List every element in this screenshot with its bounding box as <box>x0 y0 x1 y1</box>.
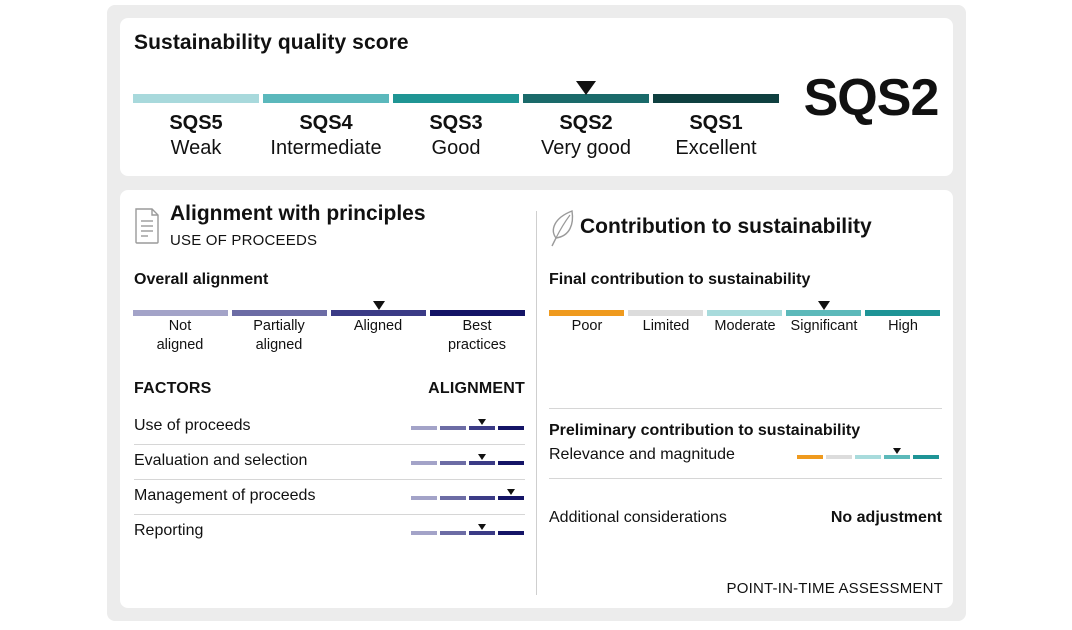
alignment-indicator-icon <box>372 301 385 310</box>
factor-label: Evaluation and selection <box>134 452 308 469</box>
factor-alignment-segment <box>498 496 524 500</box>
alignment-segment <box>430 310 525 316</box>
factor-alignment-segment <box>469 461 495 465</box>
sqs-segment <box>133 94 259 103</box>
sqs-code-label: SQS1 <box>689 112 743 134</box>
sqs-indicator-icon <box>576 81 596 95</box>
divider <box>549 478 942 479</box>
divider <box>134 479 525 480</box>
sqs-segment <box>393 94 519 103</box>
contribution-segment <box>549 310 624 316</box>
assessment-footer: POINT-IN-TIME ASSESSMENT <box>726 580 943 597</box>
sqs-score-value: SQS2 <box>803 69 940 127</box>
relevance-segment <box>855 455 881 459</box>
leaf-icon <box>551 210 574 247</box>
contribution-segment-label: High <box>888 318 918 334</box>
sqs-segment <box>653 94 779 103</box>
score-title: Sustainability quality score <box>134 31 409 54</box>
sqs-code-label: SQS2 <box>559 112 613 134</box>
relevance-label: Relevance and magnitude <box>549 446 735 463</box>
factor-alignment-segment <box>440 426 466 430</box>
factor-label: Reporting <box>134 522 204 539</box>
sqs-name-label: Excellent <box>675 137 757 159</box>
divider <box>549 408 942 409</box>
factor-indicator-icon <box>478 524 486 530</box>
factor-alignment-segment <box>440 531 466 535</box>
alignment-segment-label: Best practices <box>447 318 507 353</box>
contribution-segment-label: Poor <box>571 318 603 334</box>
sqs-segment <box>263 94 389 103</box>
contribution-segment <box>628 310 703 316</box>
factor-alignment-segment <box>411 461 437 465</box>
sqs-name-label: Very good <box>540 137 632 159</box>
alignment-segment-label: Not aligned <box>156 318 204 353</box>
relevance-segment <box>797 455 823 459</box>
factor-alignment-segment <box>469 496 495 500</box>
preliminary-contribution-title: Preliminary contribution to sustainabili… <box>549 422 861 439</box>
sqs-name-label: Weak <box>170 137 222 159</box>
alignment-segment-label: Aligned <box>353 318 403 334</box>
factor-label: Use of proceeds <box>134 417 251 434</box>
column-divider <box>536 211 537 595</box>
alignment-title: Alignment with principles <box>170 202 426 225</box>
relevance-segment <box>826 455 852 459</box>
alignment-header: ALIGNMENT <box>428 380 525 397</box>
sqs-name-label: Good <box>431 137 481 159</box>
contribution-segment-label: Moderate <box>714 318 776 334</box>
alignment-segment <box>133 310 228 316</box>
factor-alignment-segment <box>498 426 524 430</box>
factor-alignment-segment <box>440 496 466 500</box>
sqs-code-label: SQS5 <box>169 112 223 134</box>
alignment-segment-label: Partially aligned <box>253 318 305 353</box>
factor-alignment-segment <box>411 426 437 430</box>
factor-alignment-segment <box>498 531 524 535</box>
factor-alignment-segment <box>498 461 524 465</box>
contribution-segment <box>786 310 861 316</box>
sqs-segment <box>523 94 649 103</box>
sqs-code-label: SQS3 <box>429 112 483 134</box>
factor-indicator-icon <box>478 419 486 425</box>
additional-considerations-value: No adjustment <box>830 509 942 526</box>
factors-header: FACTORS <box>134 380 212 397</box>
factor-alignment-segment <box>469 531 495 535</box>
contribution-indicator-icon <box>817 301 830 310</box>
contribution-title: Contribution to sustainability <box>580 215 872 238</box>
contribution-segment-label: Significant <box>790 318 858 334</box>
alignment-segment <box>232 310 327 316</box>
document-icon <box>135 208 159 244</box>
additional-considerations-label: Additional considerations <box>549 509 727 526</box>
contribution-segment <box>707 310 782 316</box>
sqs-name-label: Intermediate <box>270 137 382 159</box>
factor-indicator-icon <box>478 454 486 460</box>
alignment-segment <box>331 310 426 316</box>
sqs-code-label: SQS4 <box>299 112 353 134</box>
divider <box>134 514 525 515</box>
final-contribution-title: Final contribution to sustainability <box>549 271 811 288</box>
factor-alignment-segment <box>469 426 495 430</box>
factor-indicator-icon <box>507 489 515 495</box>
factor-alignment-segment <box>440 461 466 465</box>
overall-alignment-title: Overall alignment <box>134 271 269 288</box>
factor-alignment-segment <box>411 531 437 535</box>
divider <box>134 444 525 445</box>
relevance-segment <box>913 455 939 459</box>
contribution-segment <box>865 310 940 316</box>
relevance-indicator-icon <box>893 448 901 454</box>
relevance-segment <box>884 455 910 459</box>
factor-alignment-segment <box>411 496 437 500</box>
factor-label: Management of proceeds <box>134 487 316 504</box>
contribution-segment-label: Limited <box>642 318 690 334</box>
alignment-subtitle: USE OF PROCEEDS <box>170 232 318 249</box>
